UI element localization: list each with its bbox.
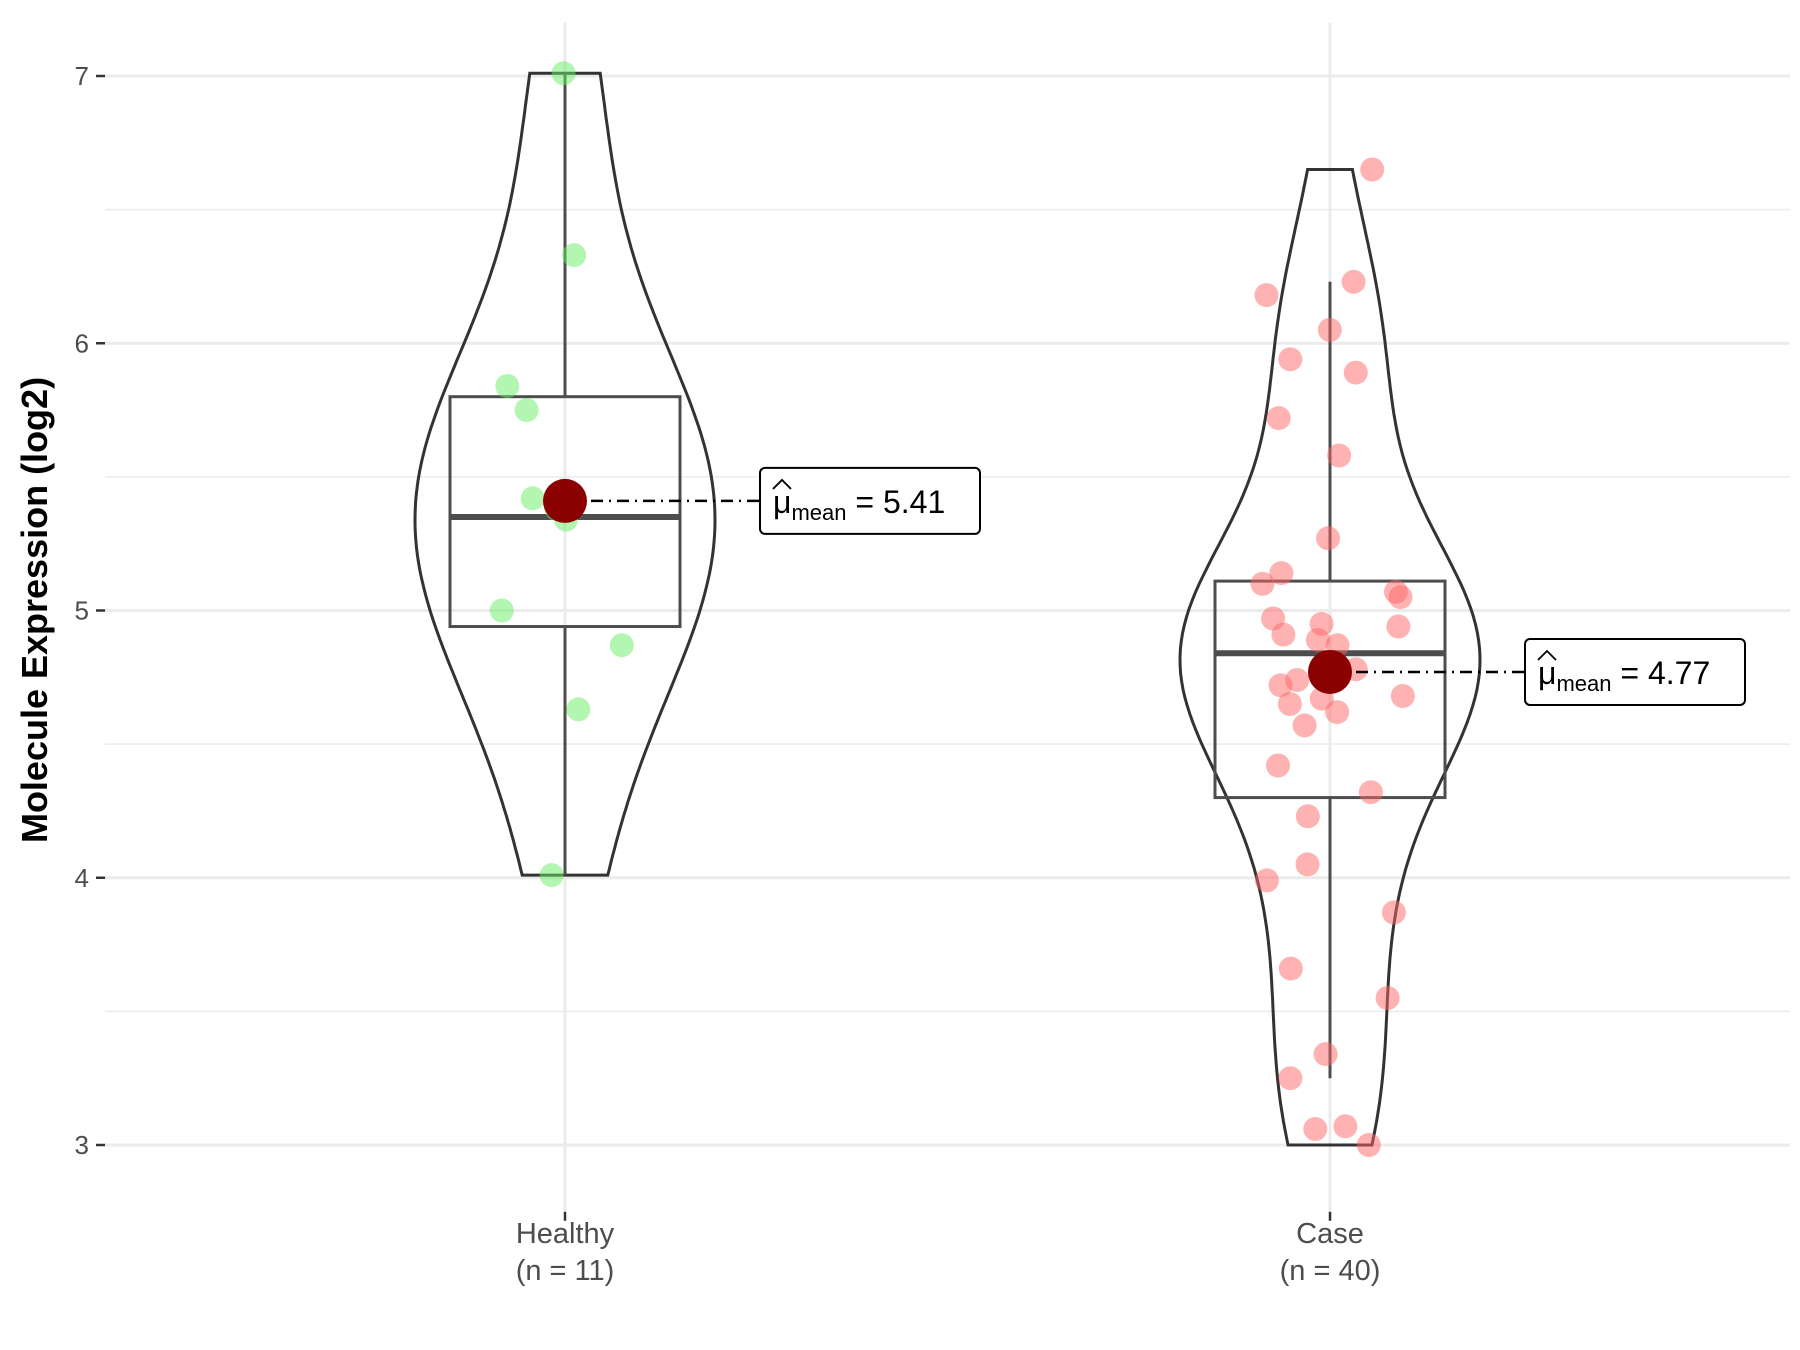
y-tick-label: 5 [75, 596, 89, 626]
data-point [566, 697, 591, 722]
x-category-label: Healthy [516, 1218, 615, 1250]
data-point [1343, 360, 1368, 385]
data-point [1278, 347, 1303, 372]
data-point [1269, 561, 1294, 586]
data-point [1266, 406, 1291, 431]
data-point [609, 633, 634, 658]
data-point [1360, 157, 1385, 182]
data-point [495, 374, 520, 398]
data-point [520, 486, 545, 511]
data-point [1381, 900, 1406, 925]
mean-dot [543, 478, 587, 523]
mean-label-text: μmean = 5.41 [773, 484, 945, 525]
data-point [551, 61, 576, 86]
data-point [1325, 700, 1350, 725]
data-point [1356, 1133, 1381, 1157]
data-point [1268, 673, 1293, 698]
y-tick-label: 3 [75, 1130, 89, 1160]
data-point [1358, 780, 1383, 805]
x-category-count: (n = 11) [516, 1255, 615, 1287]
data-point [1254, 868, 1279, 893]
mean-label-box [1524, 637, 1746, 706]
hat-icon [772, 478, 792, 490]
data-point [1386, 614, 1411, 639]
data-point [1316, 526, 1341, 551]
data-point [1388, 585, 1413, 610]
data-points [489, 61, 1415, 1157]
data-point [539, 863, 564, 888]
data-point [1305, 627, 1330, 652]
data-point [514, 398, 539, 423]
data-point [1375, 986, 1400, 1010]
data-point [1254, 283, 1279, 308]
data-point [1303, 1117, 1328, 1141]
data-point [1333, 1114, 1358, 1139]
x-category-count: (n = 40) [1280, 1255, 1381, 1287]
data-point [1250, 571, 1275, 596]
means: μmean = 5.41 μmean = 4.77 [543, 466, 1746, 706]
data-point [1277, 692, 1302, 716]
data-point [1341, 269, 1366, 294]
box-case [1213, 579, 1447, 800]
box-healthy [448, 395, 682, 629]
axes: Healthy (n = 11) Case (n = 40) 3 4 5 6 7 [75, 61, 1381, 1287]
data-point [1271, 622, 1296, 647]
data-point [1295, 804, 1320, 829]
violins [413, 71, 1482, 1147]
data-point [1278, 1066, 1303, 1091]
data-point [1390, 684, 1415, 708]
hat-icon [1537, 649, 1557, 661]
data-point [1266, 753, 1290, 778]
y-tick-label: 6 [75, 328, 89, 358]
data-point [1327, 443, 1352, 468]
y-tick-label: 4 [75, 863, 89, 893]
violin-healthy [413, 71, 717, 877]
data-point [1317, 317, 1342, 342]
x-category-label: Case [1296, 1218, 1364, 1250]
mean-label-box [759, 466, 981, 535]
y-tick-label: 7 [75, 61, 89, 91]
mean-dot [1308, 649, 1352, 694]
y-axis-title: Molecule Expression (log2) [14, 377, 55, 843]
data-point [1292, 713, 1317, 738]
mean-label-text: μmean = 4.77 [1538, 655, 1710, 696]
data-point [562, 243, 587, 268]
data-point [1278, 956, 1303, 981]
data-point [489, 598, 514, 623]
grid [105, 22, 1790, 1212]
data-point [1313, 1042, 1338, 1067]
data-point [1295, 852, 1320, 877]
violin-case [1178, 168, 1482, 1147]
